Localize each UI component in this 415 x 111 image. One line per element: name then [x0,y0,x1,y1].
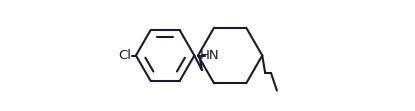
Text: Cl: Cl [119,49,132,62]
Text: HN: HN [200,49,220,62]
